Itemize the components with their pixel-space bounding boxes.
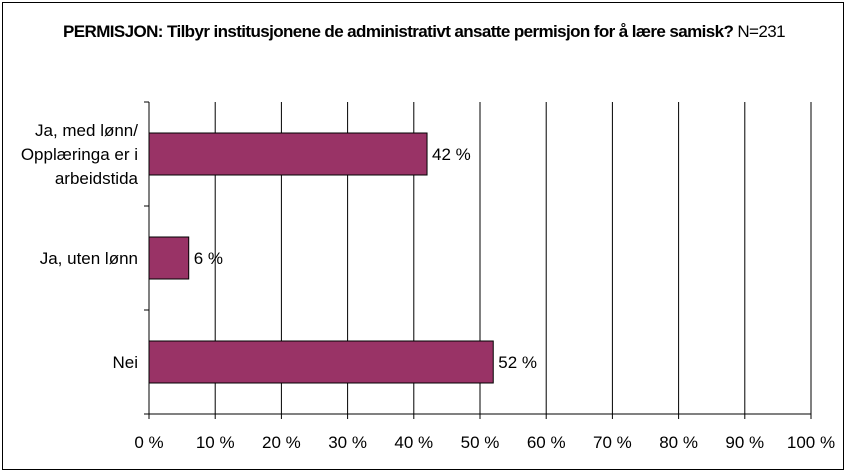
bar [148,236,190,280]
category-label: Ja, uten lønn [40,249,138,268]
x-tick-label: 20 % [262,433,301,452]
data-label: 42 % [432,145,471,164]
chart-title-main: PERMISJON: Tilbyr institusjonene de admi… [63,22,734,41]
category-label: Ja, med lønn/ [35,121,138,140]
x-tick-label: 70 % [593,433,632,452]
x-tick-label: 10 % [196,433,235,452]
x-tick-label: 90 % [725,433,764,452]
category-label: Opplæringa er i [21,145,138,164]
bar [148,340,494,384]
category-label: Nei [112,353,138,372]
category-label: arbeidstida [55,169,139,188]
bar [148,132,428,176]
x-tick-label: 100 % [787,433,835,452]
x-tick-label: 50 % [461,433,500,452]
data-label: 6 % [194,249,223,268]
chart-title-n: N=231 [737,22,785,41]
x-tick-label: 30 % [328,433,367,452]
data-label: 52 % [498,353,537,372]
x-tick-label: 60 % [527,433,566,452]
x-tick-label: 40 % [394,433,433,452]
x-tick-label: 0 % [134,433,163,452]
x-tick-label: 80 % [659,433,698,452]
chart-title: PERMISJON: Tilbyr institusjonene de admi… [0,20,848,44]
